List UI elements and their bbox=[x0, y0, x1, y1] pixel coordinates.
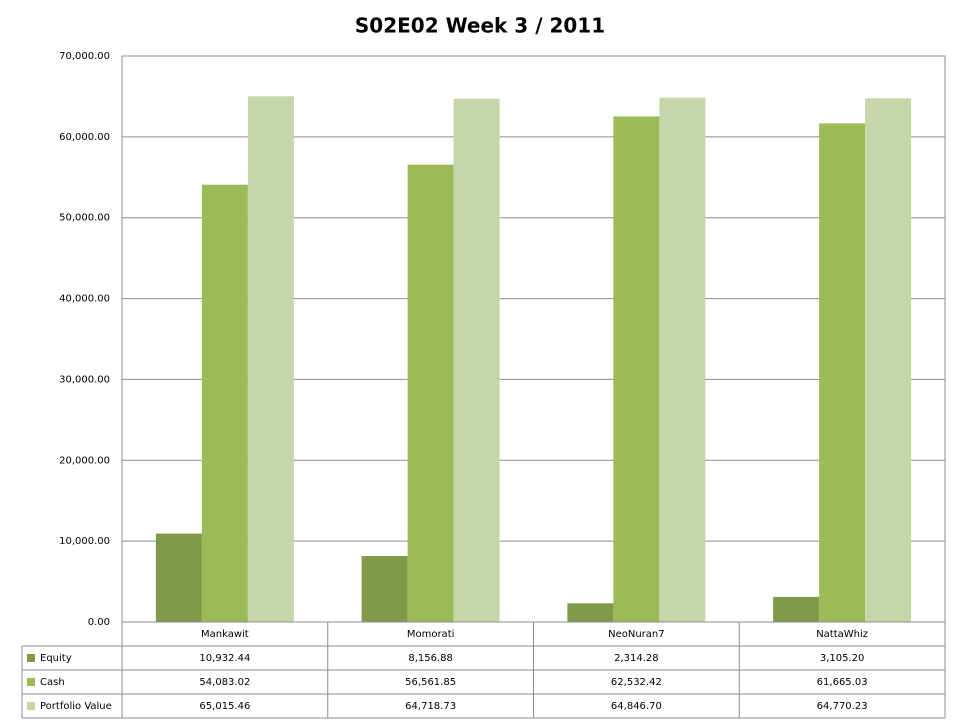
table-cell: 54,083.02 bbox=[199, 677, 250, 688]
legend-key bbox=[27, 678, 35, 686]
bar bbox=[155, 533, 202, 622]
x-tick-label: Mankawit bbox=[201, 629, 249, 640]
legend-label: Equity bbox=[40, 653, 72, 664]
table-cell: 64,846.70 bbox=[611, 701, 662, 712]
y-tick-label: 70,000.00 bbox=[59, 51, 110, 62]
bar bbox=[361, 556, 408, 622]
bar bbox=[407, 164, 454, 622]
y-tick-label: 10,000.00 bbox=[59, 536, 110, 547]
bar bbox=[567, 603, 614, 622]
y-tick-label: 60,000.00 bbox=[59, 132, 110, 143]
y-tick-label: 40,000.00 bbox=[59, 294, 110, 305]
table-cell: 8,156.88 bbox=[408, 653, 453, 664]
bar bbox=[773, 596, 820, 622]
legend-key bbox=[27, 654, 35, 662]
legend-label: Portfolio Value bbox=[40, 701, 112, 712]
table-cell: 64,718.73 bbox=[405, 701, 456, 712]
x-tick-label: NeoNuran7 bbox=[608, 629, 665, 640]
y-tick-label: 20,000.00 bbox=[59, 455, 110, 466]
y-tick-label: 0.00 bbox=[88, 617, 110, 628]
legend-key bbox=[27, 702, 35, 710]
y-tick-label: 30,000.00 bbox=[59, 374, 110, 385]
bar bbox=[453, 98, 500, 623]
bar bbox=[247, 96, 294, 622]
table-cell: 10,932.44 bbox=[199, 653, 250, 664]
table-cell: 65,015.46 bbox=[199, 701, 250, 712]
table-cell: 64,770.23 bbox=[817, 701, 868, 712]
table-cell: 2,314.28 bbox=[614, 653, 659, 664]
x-tick-label: NattaWhiz bbox=[816, 629, 868, 640]
x-tick-label: Momorati bbox=[407, 629, 455, 640]
y-tick-label: 50,000.00 bbox=[59, 213, 110, 224]
bar bbox=[613, 116, 660, 623]
table-cell: 56,561.85 bbox=[405, 677, 456, 688]
table-cell: 62,532.42 bbox=[611, 677, 662, 688]
bar bbox=[865, 98, 912, 622]
table-cell: 61,665.03 bbox=[817, 677, 868, 688]
bar bbox=[819, 123, 866, 622]
legend-label: Cash bbox=[40, 677, 65, 688]
bar bbox=[201, 184, 248, 623]
chart-title: S02E02 Week 3 / 2011 bbox=[355, 14, 605, 38]
table-cell: 3,105.20 bbox=[820, 653, 865, 664]
bar bbox=[659, 97, 706, 623]
